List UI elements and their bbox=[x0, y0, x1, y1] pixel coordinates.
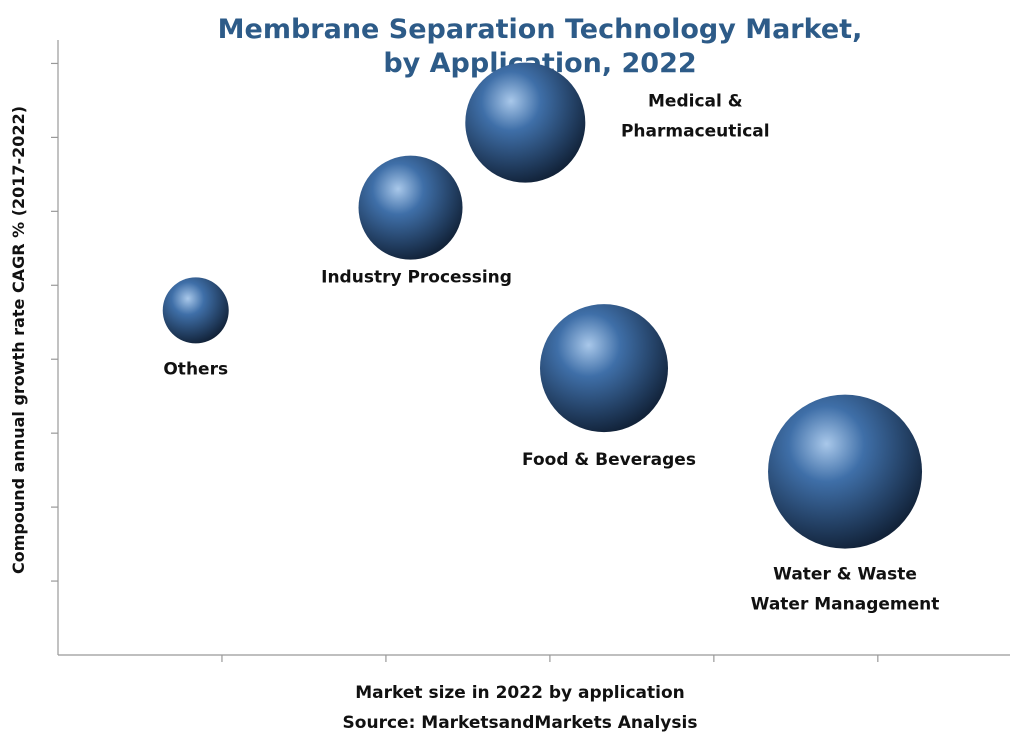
bubble bbox=[540, 304, 669, 433]
bubble-label: Industry Processing bbox=[321, 268, 512, 288]
x-axis-label: Market size in 2022 by application bbox=[355, 683, 684, 703]
bubble bbox=[465, 62, 586, 183]
y-axis-label: Compound annual growth rate CAGR % (2017… bbox=[9, 106, 28, 574]
bubble-label: Food & Beverages bbox=[522, 450, 696, 470]
chart-title: Membrane Separation Technology Market, by… bbox=[218, 14, 863, 79]
bubble bbox=[358, 155, 463, 260]
bubble-label: Others bbox=[163, 359, 228, 379]
bubble bbox=[768, 394, 923, 549]
source: Source: MarketsandMarkets Analysis bbox=[343, 713, 698, 733]
bubble-label: Medical & Pharmaceutical bbox=[621, 92, 770, 142]
bubble bbox=[162, 277, 229, 344]
bubble-label: Water & Waste Water Management bbox=[751, 565, 940, 615]
